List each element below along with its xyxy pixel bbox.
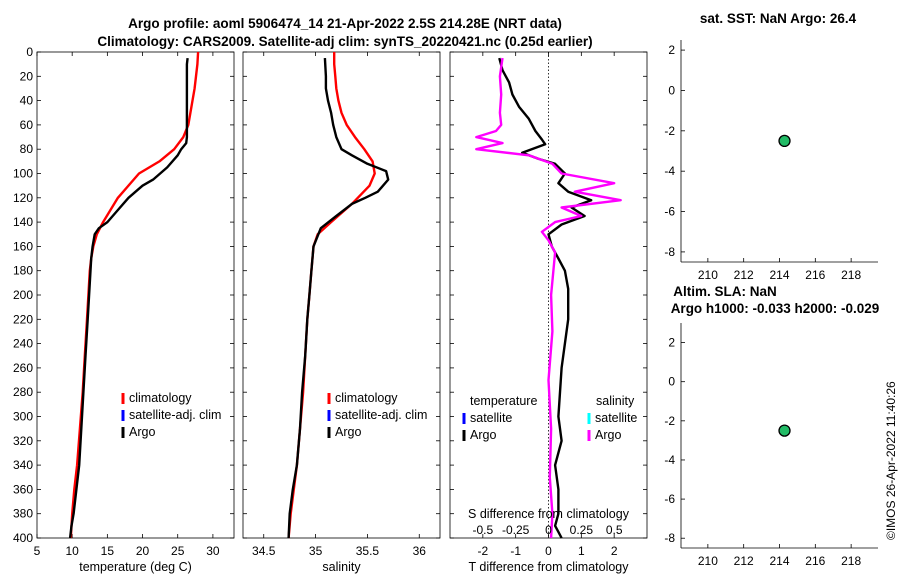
sla_map-xtick-label: 214 [769,554,789,568]
salinity-xlabel: salinity [322,560,361,574]
temperature-ytick-label: 300 [13,410,33,424]
salinity-xtick-label: 35.5 [356,544,380,558]
temperature-xtick-label: 15 [101,544,115,558]
sst_map-ytick-label: -4 [664,164,675,178]
salinity-xtick-label: 35 [309,544,323,558]
salinity-legend-title: salinity [596,394,635,408]
sst_map-ytick-label: -6 [664,205,675,219]
salinity-xtick-label: 34.5 [252,544,276,558]
sla_map-ytick-label: 2 [668,336,675,350]
sst_map-xtick-label: 216 [805,268,825,282]
temperature-ytick-label: 180 [13,264,33,278]
differences-x2tick-label: -0.5 [472,523,493,537]
sst_map-ytick-label: 0 [668,83,675,97]
sst_map-xtick-label: 212 [734,268,754,282]
sst_map-xtick-label: 218 [841,268,861,282]
temperature-ytick-label: 40 [20,94,34,108]
temperature-ytick-label: 60 [20,118,34,132]
temperature-ytick-label: 220 [13,312,33,326]
salinity-legend-label: climatology [335,391,398,405]
sla_map-xtick-label: 212 [734,554,754,568]
temperature-legend-label: satellite [470,411,512,425]
sla_map-xtick-label: 216 [805,554,825,568]
sst_map-xtick-label: 210 [698,268,718,282]
temperature-ytick-label: 380 [13,507,33,521]
salinity-legend-label: satellite [595,411,637,425]
sla_map-ytick-label: -2 [664,414,675,428]
sla_map-ytick-label: 0 [668,375,675,389]
temperature-xtick-label: 30 [206,544,220,558]
sst_map-ytick-label: -2 [664,124,675,138]
temperature-xtick-label: 25 [171,544,185,558]
temperature-xtick-label: 10 [65,544,79,558]
differences-x2tick-label: 0.5 [606,523,623,537]
differences-xtick-label: -1 [510,544,521,558]
temperature-legend-label: Argo [470,428,496,442]
temperature-ytick-label: 340 [13,458,33,472]
differences-xtick-label: 2 [611,544,618,558]
temperature-ytick-label: 120 [13,191,33,205]
temperature-xtick-label: 5 [34,544,41,558]
salinity-series-climatology [287,52,376,539]
temperature-ytick-label: 80 [20,142,34,156]
differences-xlabel: T difference from climatology [468,560,629,574]
temperature-plot-frame [36,51,235,539]
sla_map-ytick-label: -4 [664,453,675,467]
temperature-series-argo [68,57,189,539]
salinity-plot-frame [242,51,441,539]
salinity-series-argo [287,58,390,539]
salinity-legend-label: Argo [595,428,621,442]
differences-xtick-label: 0 [545,544,552,558]
sla_map-ytick-label: -6 [664,492,675,506]
sla_map-argo-marker [778,424,791,437]
temperature-xtick-label: 20 [136,544,150,558]
sst_map-ytick-label: 2 [668,43,675,57]
temperature-legend-label: climatology [129,391,192,405]
temperature-ytick-label: 0 [26,45,33,59]
sla_map-xtick-label: 218 [841,554,861,568]
temperature-ytick-label: 100 [13,167,33,181]
differences-xtick-label: -2 [477,544,488,558]
differences-xtick-label: 1 [578,544,585,558]
differences-x2tick-label: 0.25 [570,523,594,537]
temperature-ytick-label: 400 [13,531,33,545]
differences-x2label: S difference from climatology [468,507,630,521]
temperature-ytick-label: 320 [13,434,33,448]
sla-map-title: Altim. SLA: NaN [673,284,777,299]
sst_map-xtick-label: 214 [769,268,789,282]
temperature-ytick-label: 20 [20,69,34,83]
sst_map-ytick-label: -8 [664,245,675,259]
temperature-legend-label: satellite-adj. clim [129,408,221,422]
temperature-ytick-label: 280 [13,385,33,399]
sla-map-subtitle: Argo h1000: -0.033 h2000: -0.029 [671,301,880,316]
temperature-ytick-label: 160 [13,239,33,253]
temperature-ytick-label: 140 [13,215,33,229]
salinity-legend-label: satellite-adj. clim [335,408,427,422]
temperature-xlabel: temperature (deg C) [79,560,192,574]
figure-title-line2: Climatology: CARS2009. Satellite-adj cli… [97,34,592,49]
sla_map-xtick-label: 210 [698,554,718,568]
copyright-stamp: ©IMOS 26-Apr-2022 11:40:26 [884,381,898,540]
sla_map-ytick-label: -8 [664,531,675,545]
differences-series-argo-s-diff [475,57,622,539]
temperature-legend-title: temperature [470,394,537,408]
sst_map-argo-marker [778,134,791,148]
sst-map-title: sat. SST: NaN Argo: 26.4 [700,11,857,26]
figure-title-line1: Argo profile: aoml 5906474_14 21-Apr-202… [128,16,562,31]
salinity-xtick-label: 36 [413,544,427,558]
temperature-ytick-label: 200 [13,288,33,302]
sla_map-plot-area [681,323,878,548]
differences-x2tick-label: -0.25 [502,523,530,537]
salinity-legend-label: Argo [335,425,361,439]
differences-x2tick-label: 0 [545,523,552,537]
temperature-ytick-label: 260 [13,361,33,375]
differences-series-argo-t-diff [498,57,593,539]
sst_map-plot-area [681,40,878,262]
temperature-legend-label: Argo [129,425,155,439]
temperature-ytick-label: 360 [13,482,33,496]
temperature-ytick-label: 240 [13,337,33,351]
